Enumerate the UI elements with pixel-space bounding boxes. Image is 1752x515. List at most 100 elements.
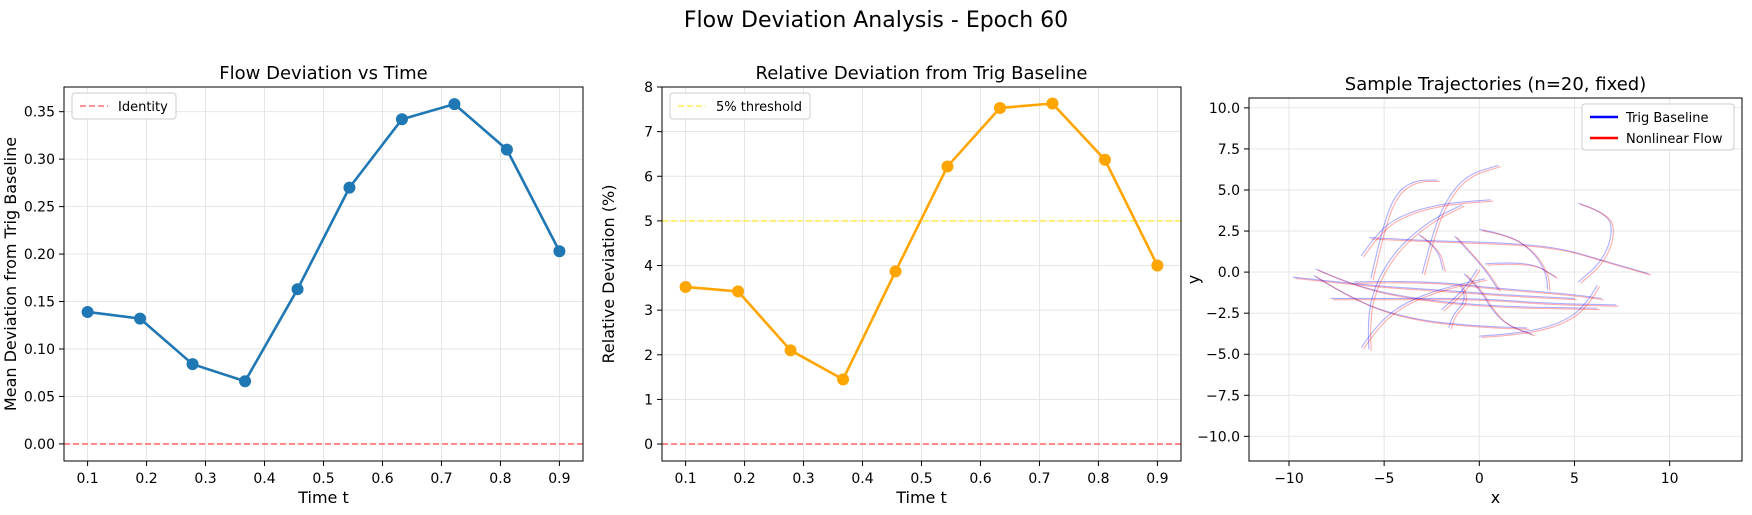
trajectory-trig-baseline (1292, 276, 1575, 299)
y-tick-label: −2.5 (1206, 306, 1240, 322)
x-tick-label: 0.1 (674, 471, 696, 487)
y-tick-label: 3 (644, 303, 653, 319)
data-point (1098, 153, 1111, 166)
y-tick-label: 0.15 (24, 295, 55, 311)
chart-title: Flow Deviation vs Time (219, 63, 427, 84)
x-tick-label: 0.1 (76, 471, 98, 487)
x-tick-label: 0.8 (1087, 471, 1109, 487)
series-line (87, 102, 561, 383)
trajectory-nonlinear-flow (1333, 299, 1619, 307)
y-axis-label: Mean Deviation from Trig Baseline (1, 137, 20, 411)
y-tick-label: 7 (644, 125, 653, 141)
trajectory-trig-baseline (1421, 164, 1499, 274)
trajectories (1292, 164, 1652, 351)
x-tick-label: 0.3 (792, 471, 814, 487)
trajectory-trig-baseline (1315, 268, 1598, 309)
data-point (732, 285, 745, 298)
chart-title: Relative Deviation from Trig Baseline (756, 63, 1088, 84)
chart-2: 0.1 0.2 0.3 0.4 0.5 0.6 0.7 0.8 0.9 0 1 2 3 4 5 6 7 8 Rela… (599, 63, 1182, 507)
data-point (343, 181, 356, 194)
trajectory-trig-baseline (1440, 268, 1478, 311)
y-tick-label: 0.20 (24, 247, 55, 263)
legend-box (669, 92, 811, 120)
x-tick-label: 0.8 (489, 471, 511, 487)
x-tick-label: 0.6 (969, 471, 991, 487)
legend-label: Identity (118, 100, 168, 115)
trajectory-nonlinear-flow (1580, 203, 1614, 284)
y-tick-label: 6 (644, 169, 653, 185)
y-axis-label: y (1184, 275, 1203, 284)
legend-box (1581, 103, 1735, 151)
trajectory-nonlinear-flow (1371, 238, 1652, 276)
x-tick-label: 0.2 (135, 471, 157, 487)
y-tick-label: 0.30 (24, 152, 55, 168)
data-point (81, 305, 94, 318)
y-tick-label: 0.35 (24, 105, 55, 121)
trajectory-nonlinear-flow (1294, 277, 1577, 301)
trajectory-nonlinear-flow (1370, 205, 1465, 351)
trajectory-trig-baseline (1577, 202, 1612, 283)
y-tick-label: 10.0 (1209, 101, 1240, 117)
x-axis-label: x (1491, 488, 1500, 507)
x-tick-label: 0.5 (312, 471, 334, 487)
trajectory-trig-baseline (1479, 228, 1549, 291)
y-tick-label: 1 (644, 392, 653, 408)
x-tick-label: 0.7 (430, 471, 452, 487)
data-point (239, 375, 252, 388)
y-tick-label: 0 (644, 437, 653, 453)
x-tick-label: 0.7 (1028, 471, 1050, 487)
x-tick-label: 0.9 (548, 471, 570, 487)
x-tick-label: −10 (1274, 471, 1304, 487)
trajectory-nonlinear-flow (1456, 236, 1502, 292)
trajectory-trig-baseline (1313, 274, 1527, 329)
y-tick-label: 8 (644, 80, 653, 96)
trajectory-nonlinear-flow (1355, 282, 1604, 301)
data-point (134, 312, 147, 325)
legend-label: 5% threshold (716, 100, 802, 115)
x-axis-label: Time t (297, 488, 349, 507)
data-point (186, 358, 199, 371)
trajectory-trig-baseline (1479, 284, 1598, 337)
trajectory-nonlinear-flow (1481, 230, 1551, 292)
trajectory-trig-baseline (1368, 237, 1649, 275)
trajectory-trig-baseline (1418, 233, 1444, 271)
legend-box (71, 92, 177, 120)
data-point (837, 373, 850, 386)
chart-1: 0.1 0.2 0.3 0.4 0.5 0.6 0.7 0.8 0.9 0.00 0.05 0.10 0… (1, 63, 584, 507)
x-tick-label: 0 (1475, 471, 1484, 487)
trajectory-trig-baseline (1370, 179, 1438, 279)
plot-area (1249, 98, 1742, 461)
data-point (1046, 97, 1059, 110)
trajectory-trig-baseline (1360, 199, 1491, 256)
trajectory-nonlinear-flow (1481, 286, 1601, 339)
trajectory-trig-baseline (1360, 278, 1486, 348)
data-point (1151, 259, 1164, 272)
x-tick-label: 0.3 (194, 471, 216, 487)
y-tick-label: 7.5 (1218, 142, 1240, 158)
y-tick-label: 2 (644, 348, 653, 364)
data-point (448, 98, 461, 111)
x-tick-label: 0.5 (910, 471, 932, 487)
trajectory-nonlinear-flow (1363, 279, 1488, 350)
y-tick-label: 0.0 (1218, 265, 1240, 281)
y-axis-label: Relative Deviation (%) (599, 185, 618, 364)
trajectory-nonlinear-flow (1363, 200, 1494, 258)
data-point (941, 160, 954, 173)
y-tick-label: −10.0 (1197, 429, 1240, 445)
figure-suptitle: Flow Deviation Analysis - Epoch 60 (684, 8, 1068, 33)
trajectory-nonlinear-flow (1443, 269, 1481, 312)
trajectory-nonlinear-flow (1420, 235, 1446, 272)
y-tick-label: 0.10 (24, 342, 55, 358)
y-tick-label: −5.0 (1206, 347, 1240, 363)
series-line (685, 102, 1159, 381)
trajectory-trig-baseline (1367, 204, 1463, 350)
x-tick-label: 0.2 (733, 471, 755, 487)
x-tick-label: 10 (1661, 471, 1679, 487)
trajectory-nonlinear-flow (1372, 180, 1440, 281)
data-point (679, 280, 692, 293)
axes-frame (1248, 97, 1743, 462)
x-axis-label: Time t (895, 488, 947, 507)
trajectory-nonlinear-flow (1317, 269, 1600, 311)
data-point (500, 143, 513, 156)
